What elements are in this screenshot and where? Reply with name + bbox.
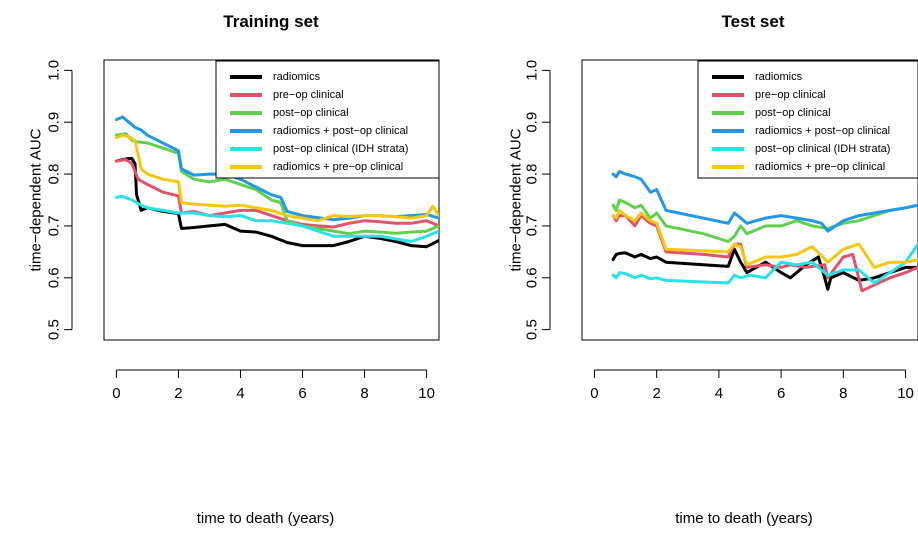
x-axis-label: time to death (years) <box>197 510 335 527</box>
legend: radiomics pre−op clinical post−op clinical… <box>697 60 918 179</box>
x-tick-label: 0 <box>112 385 120 402</box>
legend-label-radiomics-post-op-clinical: radiomics + post−op clinical <box>273 125 408 137</box>
legend-label-radiomics-post-op-clinical: radiomics + post−op clinical <box>755 125 890 137</box>
y-tick-label: 0.7 <box>46 215 63 236</box>
y-tick-label: 0.5 <box>46 319 63 340</box>
legend-label-radiomics-pre-op-clinical: radiomics + pre−op clinical <box>755 161 885 173</box>
x-tick-label: 8 <box>360 385 368 402</box>
series-line-post-op-clinical <box>611 198 918 243</box>
series-line-radiomics-post-op-clinical <box>611 170 918 233</box>
x-axis-label: time to death (years) <box>675 510 813 527</box>
y-tick-label: 0.8 <box>46 164 63 185</box>
series-line-radiomics <box>611 247 918 291</box>
series-line-radiomics-pre-op-clinical <box>611 208 918 269</box>
x-tick-label: 6 <box>298 385 306 402</box>
legend-label-pre-op-clinical: pre−op clinical <box>755 89 826 101</box>
legend: radiomics pre−op clinical post−op clinical… <box>215 60 440 179</box>
y-tick-label: 0.9 <box>46 112 63 133</box>
x-tick-label: 4 <box>236 385 244 402</box>
chart-title: Test set <box>722 12 785 31</box>
series-line-post-op-clinical-idh-strata <box>611 242 918 285</box>
legend-box <box>215 60 440 179</box>
x-tick-label: 2 <box>652 385 660 402</box>
y-tick-label: 1.0 <box>524 60 541 81</box>
y-tick-label: 0.8 <box>524 164 541 185</box>
training-set-panel: Training set 0.5 0.6 0.7 0.8 0.9 1.0 time−depen… <box>28 12 440 527</box>
x-tick-label: 0 <box>590 385 598 402</box>
legend-box <box>697 60 918 179</box>
plot-frame <box>581 59 918 341</box>
legend-label-post-op-clinical: post−op clinical <box>273 107 349 119</box>
chart-title: Training set <box>223 12 319 31</box>
legend-label-radiomics-pre-op-clinical: radiomics + pre−op clinical <box>273 161 403 173</box>
series-line-pre-op-clinical <box>114 158 439 229</box>
legend-label-pre-op-clinical: pre−op clinical <box>273 89 344 101</box>
test-set-panel: Test set 0.5 0.6 0.7 0.8 0.9 1.0 time−dependent… <box>508 12 918 527</box>
x-tick-label: 8 <box>839 385 847 402</box>
legend-label-post-op-clinical-idh-strata: post−op clinical (IDH strata) <box>755 143 890 155</box>
y-tick-label: 0.5 <box>524 319 541 340</box>
x-tick-label: 10 <box>418 385 435 402</box>
y-tick-label: 0.6 <box>524 267 541 288</box>
series-line-radiomics-pre-op-clinical <box>114 133 439 223</box>
y-tick-label: 0.6 <box>46 267 63 288</box>
x-tick-label: 2 <box>174 385 182 402</box>
legend-label-post-op-clinical: post−op clinical <box>755 107 831 119</box>
series-lines <box>611 170 918 293</box>
y-tick-label: 0.9 <box>524 112 541 133</box>
legend-label-post-op-clinical-idh-strata: post−op clinical (IDH strata) <box>273 143 408 155</box>
x-tick-label: 6 <box>777 385 785 402</box>
series-line-post-op-clinical-idh-strata <box>114 194 439 243</box>
series-lines <box>114 115 439 249</box>
plot-frame <box>103 59 440 341</box>
y-tick-label: 1.0 <box>46 60 63 81</box>
x-tick-label: 4 <box>715 385 723 402</box>
legend-label-radiomics: radiomics <box>755 71 803 83</box>
series-line-post-op-clinical <box>114 132 439 236</box>
y-tick-label: 0.7 <box>524 215 541 236</box>
y-axis-label: time−dependent AUC <box>508 128 525 271</box>
x-tick-label: 10 <box>897 385 914 402</box>
legend-label-radiomics: radiomics <box>273 71 321 83</box>
y-axis-label: time−dependent AUC <box>28 128 45 271</box>
